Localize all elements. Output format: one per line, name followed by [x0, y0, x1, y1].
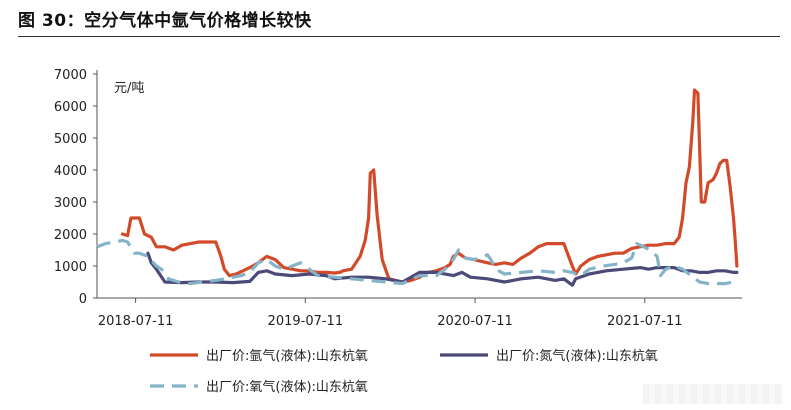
series-line-2 [146, 251, 739, 287]
legend-label-1: 出厂价:氩气(液体):山东杭氧 [206, 348, 368, 364]
y-tick-label: 3000 [54, 196, 87, 211]
x-tick-label: 2020-07-11 [437, 314, 513, 329]
legend-label-2: 出厂价:氮气(液体):山东杭氧 [496, 348, 658, 364]
y-axis-unit-label: 元/吨 [114, 81, 144, 96]
y-tick-label: 2000 [54, 228, 87, 243]
x-axis: 2018-07-11 2019-07-11 2020-07-11 2021-07-11 [97, 297, 742, 329]
watermark [643, 384, 783, 404]
x-tick-label: 2021-07-11 [607, 314, 683, 329]
y-tick-label: 6000 [54, 100, 87, 115]
x-tick-label: 2019-07-11 [268, 314, 344, 329]
y-tick-label: 1000 [54, 260, 87, 275]
figure-title: 图 30：空分气体中氩气价格增长较快 [18, 11, 312, 31]
y-tick-label: 4000 [54, 164, 87, 179]
y-tick-label: 5000 [54, 132, 87, 147]
y-axis: 0 1000 2000 3000 4000 5000 6000 7000 [54, 68, 98, 307]
series-lines [96, 88, 739, 287]
series-line-1 [120, 88, 739, 284]
title-divider [18, 36, 780, 37]
legend-label-3: 出厂价:氧气(液体):山东杭氧 [206, 379, 368, 395]
y-tick-label: 0 [79, 292, 87, 307]
x-tick-label: 2018-07-11 [98, 314, 174, 329]
legend: 出厂价:氩气(液体):山东杭氧 出厂价:氮气(液体):山东杭氧出厂价:氧气(液体)… [150, 348, 658, 395]
y-tick-label: 7000 [54, 68, 87, 83]
